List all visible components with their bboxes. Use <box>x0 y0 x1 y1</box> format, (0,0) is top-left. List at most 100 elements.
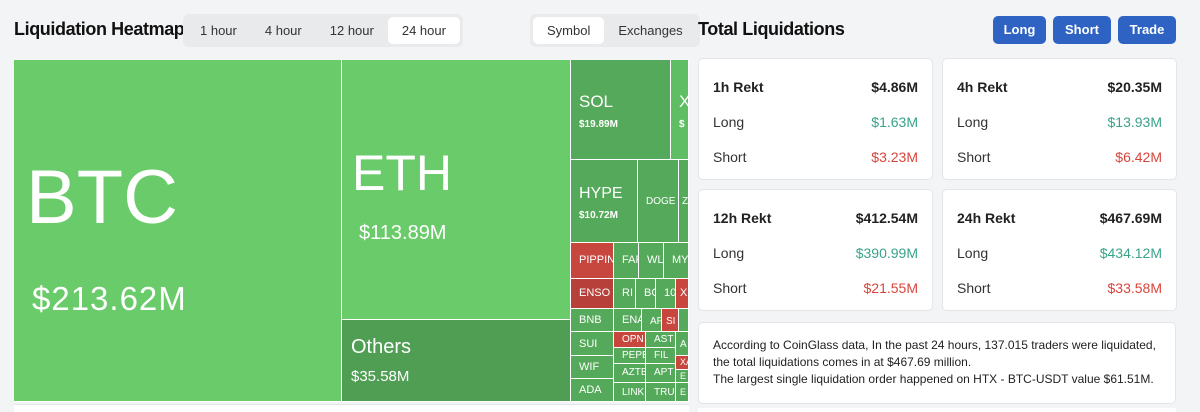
tile-ast[interactable]: AST <box>646 332 676 348</box>
tile-btc[interactable]: BTC $213.62M <box>14 60 342 402</box>
tile-sol[interactable]: SOL $19.89M <box>571 60 671 160</box>
short-value: $3.23M <box>871 149 918 165</box>
tile-symbol: SOL <box>579 92 614 111</box>
tile-symbol: WIF <box>579 361 600 373</box>
tile-others[interactable]: Others $35.58M <box>342 320 571 402</box>
tile-xa[interactable]: XA <box>676 356 689 370</box>
card-title: 4h Rekt <box>957 79 1008 95</box>
long-button[interactable]: Long <box>993 16 1046 44</box>
tile-tru[interactable]: TRU <box>646 383 676 402</box>
tile-hype[interactable]: HYPE $10.72M <box>571 160 638 243</box>
tile-bnb[interactable]: BNB <box>571 309 614 332</box>
tile-e[interactable]: E <box>676 370 689 383</box>
tile-azte[interactable]: AZTE <box>614 364 646 383</box>
tile-symbol: APT <box>654 367 674 378</box>
tile-symbol: DOGE <box>646 196 676 207</box>
tile-symbol: MY <box>672 254 689 266</box>
tile-symbol: X <box>680 287 688 299</box>
tab-4-hour[interactable]: 4 hour <box>264 23 302 38</box>
tile-symbol: ADA <box>579 384 602 396</box>
tile-symbol: BC <box>644 287 655 299</box>
note-line-2: The largest single liquidation order hap… <box>713 372 1154 386</box>
tile-symbol: Z <box>682 196 689 207</box>
tile-e-2[interactable]: E <box>676 383 689 402</box>
short-value: $6.42M <box>1115 149 1162 165</box>
tile-symbol: RI <box>622 287 633 299</box>
note-line-1: According to CoinGlass data, In the past… <box>713 338 1156 369</box>
short-button[interactable]: Short <box>1053 16 1111 44</box>
long-value: $13.93M <box>1107 114 1162 130</box>
total-liquidations-title: Total Liquidations <box>698 19 845 39</box>
short-value: $21.55M <box>863 280 918 296</box>
card-total: $412.54M <box>855 210 918 226</box>
toggle-exchanges[interactable]: Exchanges <box>618 23 683 38</box>
long-label: Long <box>957 245 989 261</box>
toggle-symbol[interactable]: Symbol <box>533 17 605 44</box>
tile-value: $113.89M <box>359 222 447 244</box>
tile-symbol: Others <box>351 336 412 358</box>
card-total: $467.69M <box>1099 210 1162 226</box>
tile-sui[interactable]: SUI <box>571 332 614 356</box>
tile-10[interactable]: 10 <box>656 279 676 309</box>
short-label: Short <box>957 280 991 296</box>
tab-1-hour[interactable]: 1 hour <box>200 23 237 38</box>
tile-symbol: 10 <box>664 287 676 299</box>
tile-enso[interactable]: ENSO <box>571 279 614 309</box>
tile-fil[interactable]: FIL <box>646 348 676 364</box>
tile-symbol: OPN <box>622 334 644 345</box>
next-panel-edge-right <box>698 408 1176 412</box>
tile-pippin[interactable]: PIPPIN <box>571 243 614 279</box>
tile-symbol: WL <box>647 254 664 266</box>
short-label: Short <box>957 149 991 165</box>
liquidation-summary-note: According to CoinGlass data, In the past… <box>698 322 1176 404</box>
tile-x[interactable]: X <box>676 279 689 309</box>
tile-ap[interactable]: AP <box>642 309 662 332</box>
tile-wif[interactable]: WIF <box>571 356 614 379</box>
card-total: $20.35M <box>1107 79 1162 95</box>
timeframe-tabs: 1 hour 4 hour 12 hour 24 hour <box>183 14 463 47</box>
tile-ada[interactable]: ADA <box>571 379 614 402</box>
short-label: Short <box>713 149 747 165</box>
tile-value: $35.58M <box>351 368 410 385</box>
tile-symbol: HYPE <box>579 185 623 202</box>
tile-symbol: BTC <box>26 155 178 240</box>
tile-far[interactable]: FAR <box>614 243 639 279</box>
tile-opn[interactable]: OPN <box>614 332 646 348</box>
long-value: $1.63M <box>871 114 918 130</box>
tile-symbol: AP <box>650 316 661 327</box>
liquidation-treemap: BTC $213.62M ETH $113.89M Others $35.58M… <box>14 60 689 402</box>
tile-symbol: SI <box>666 316 676 327</box>
short-value: $33.58M <box>1107 280 1162 296</box>
tile-symbol: XA <box>680 357 688 367</box>
tile-value: $ <box>679 119 685 130</box>
tile-z[interactable]: Z <box>679 160 689 243</box>
tile-ena[interactable]: ENA <box>614 309 642 332</box>
rekt-card-1h: 1h Rekt $4.86M Long $1.63M Short $3.23M <box>698 58 933 180</box>
tile-a[interactable]: A <box>676 332 689 356</box>
tab-12-hour[interactable]: 12 hour <box>329 23 374 38</box>
tile-wl[interactable]: WL <box>639 243 664 279</box>
tile-my[interactable]: MY <box>664 243 689 279</box>
tab-24-hour[interactable]: 24 hour <box>387 17 460 44</box>
tile-doge[interactable]: DOGE <box>638 160 679 243</box>
tile-misc-1[interactable] <box>679 309 689 332</box>
card-total: $4.86M <box>871 79 918 95</box>
tile-xrp[interactable]: X $ <box>671 60 689 160</box>
tile-symbol: ENSO <box>579 287 611 299</box>
card-title: 1h Rekt <box>713 79 764 95</box>
tile-symbol: SUI <box>579 338 598 350</box>
tile-apt[interactable]: APT <box>646 364 676 383</box>
tile-symbol: LINK <box>622 387 645 398</box>
heatmap-title: Liquidation Heatmap <box>14 19 185 39</box>
tile-ri[interactable]: RI <box>614 279 636 309</box>
card-title: 12h Rekt <box>713 210 772 226</box>
tile-pepe[interactable]: PEPE <box>614 348 646 364</box>
tile-eth[interactable]: ETH $113.89M <box>342 60 571 320</box>
tile-symbol: X <box>679 92 688 112</box>
trade-button[interactable]: Trade <box>1118 16 1176 44</box>
short-label: Short <box>713 280 747 296</box>
rekt-card-4h: 4h Rekt $20.35M Long $13.93M Short $6.42M <box>942 58 1177 180</box>
tile-bc[interactable]: BC <box>636 279 656 309</box>
tile-link[interactable]: LINK <box>614 383 646 402</box>
tile-si[interactable]: SI <box>662 309 679 332</box>
